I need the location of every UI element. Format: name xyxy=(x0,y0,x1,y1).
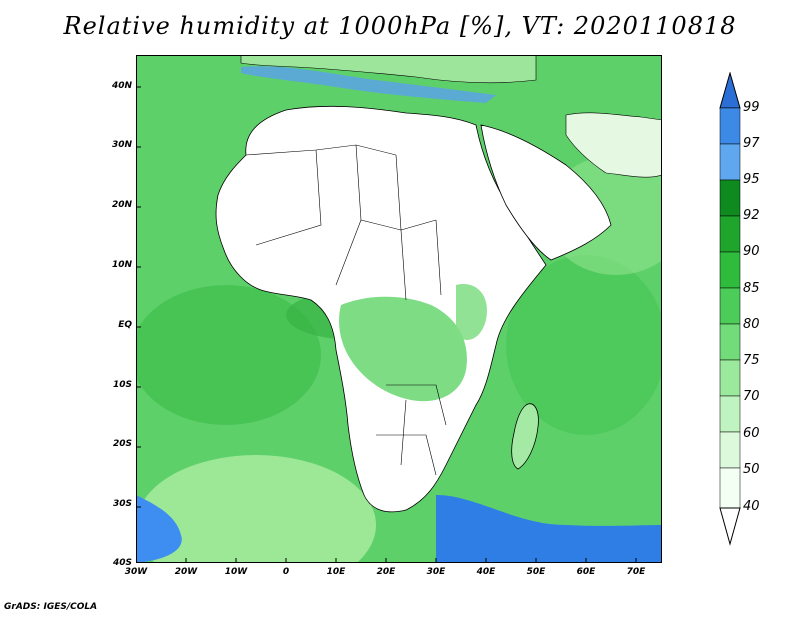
lat-label-10n: 10N xyxy=(111,260,132,270)
colorbar-swatch-70-75 xyxy=(719,359,741,397)
arabian-peninsula xyxy=(480,124,612,261)
humid-patch-indian xyxy=(506,255,662,435)
colorbar-label-80: 80 xyxy=(743,317,760,332)
lon-label-30e: 30E xyxy=(426,567,446,577)
colorbar-label-60: 60 xyxy=(743,426,760,441)
colorbar-swatch-90-92 xyxy=(719,215,741,253)
lon-label-40e: 40E xyxy=(476,567,496,577)
colorbar-label-92: 92 xyxy=(743,208,760,223)
lat-label-30s: 30S xyxy=(112,499,132,509)
colorbar-swatch-92-95 xyxy=(719,179,741,217)
colorbar-bottom-arrow xyxy=(719,507,741,546)
colorbar-label-90: 90 xyxy=(743,244,760,259)
saturated-zone-south-atlantic xyxy=(136,495,182,563)
lat-label-30n: 30N xyxy=(111,140,132,150)
humid-patch-atlantic xyxy=(136,285,321,425)
humid-zone-congo-basin xyxy=(339,296,467,402)
colorbar-label-97: 97 xyxy=(743,136,760,151)
dry-patch-south-atlantic xyxy=(136,455,376,563)
lat-label-40s: 40S xyxy=(112,558,132,568)
lat-label-20s: 20S xyxy=(112,439,132,449)
colorbar-swatch-60-70 xyxy=(719,395,741,433)
lon-label-20w: 20W xyxy=(174,567,198,577)
lon-label-50e: 50E xyxy=(526,567,546,577)
colorbar-swatch-50-60 xyxy=(719,431,741,469)
madagascar xyxy=(511,403,539,470)
lat-label-eq: EQ xyxy=(118,320,132,330)
map-frame xyxy=(136,55,662,563)
lon-label-30w: 30W xyxy=(124,567,148,577)
lon-label-10w: 10W xyxy=(224,567,248,577)
lon-label-10e: 10E xyxy=(326,567,346,577)
colorbar-swatch-95-97 xyxy=(719,143,741,181)
saturated-zone-southern-ocean xyxy=(436,495,662,563)
iran-landmass xyxy=(565,112,662,178)
lon-label-20e: 20E xyxy=(376,567,396,577)
colorbar-label-75: 75 xyxy=(743,353,760,368)
saturated-zone-mediterranean xyxy=(241,66,496,103)
colorbar-label-99: 99 xyxy=(743,100,760,115)
colorbar-label-70: 70 xyxy=(743,389,760,404)
footer-credit: GrADS: IGES/COLA xyxy=(4,602,98,612)
colorbar xyxy=(719,72,741,546)
colorbar-label-50: 50 xyxy=(743,462,760,477)
lat-label-20n: 20N xyxy=(111,200,132,210)
humid-zone-east-africa xyxy=(456,284,487,340)
europe-landmass xyxy=(240,55,537,84)
country-borders xyxy=(245,144,447,476)
colorbar-swatch-75-80 xyxy=(719,323,741,361)
map-panel[interactable] xyxy=(136,55,662,563)
colorbar-swatch-40-50 xyxy=(719,467,741,509)
map-title: Relative humidity at 1000hPa [%], VT: 20… xyxy=(63,12,737,40)
colorbar-label-85: 85 xyxy=(743,281,760,296)
colorbar-swatch-85-90 xyxy=(719,251,741,289)
graticule-ticks xyxy=(136,86,637,563)
lat-label-40n: 40N xyxy=(111,81,132,91)
lat-label-10s: 10S xyxy=(112,380,132,390)
lon-label-60e: 60E xyxy=(576,567,596,577)
colorbar-label-40: 40 xyxy=(743,499,760,514)
colorbar-top-arrow xyxy=(719,72,741,109)
colorbar-swatch-97-99 xyxy=(719,107,741,145)
lon-label-70e: 70E xyxy=(626,567,646,577)
colorbar-label-95: 95 xyxy=(743,172,760,187)
lon-label-0: 0 xyxy=(282,567,290,577)
colorbar-swatch-80-85 xyxy=(719,287,741,325)
